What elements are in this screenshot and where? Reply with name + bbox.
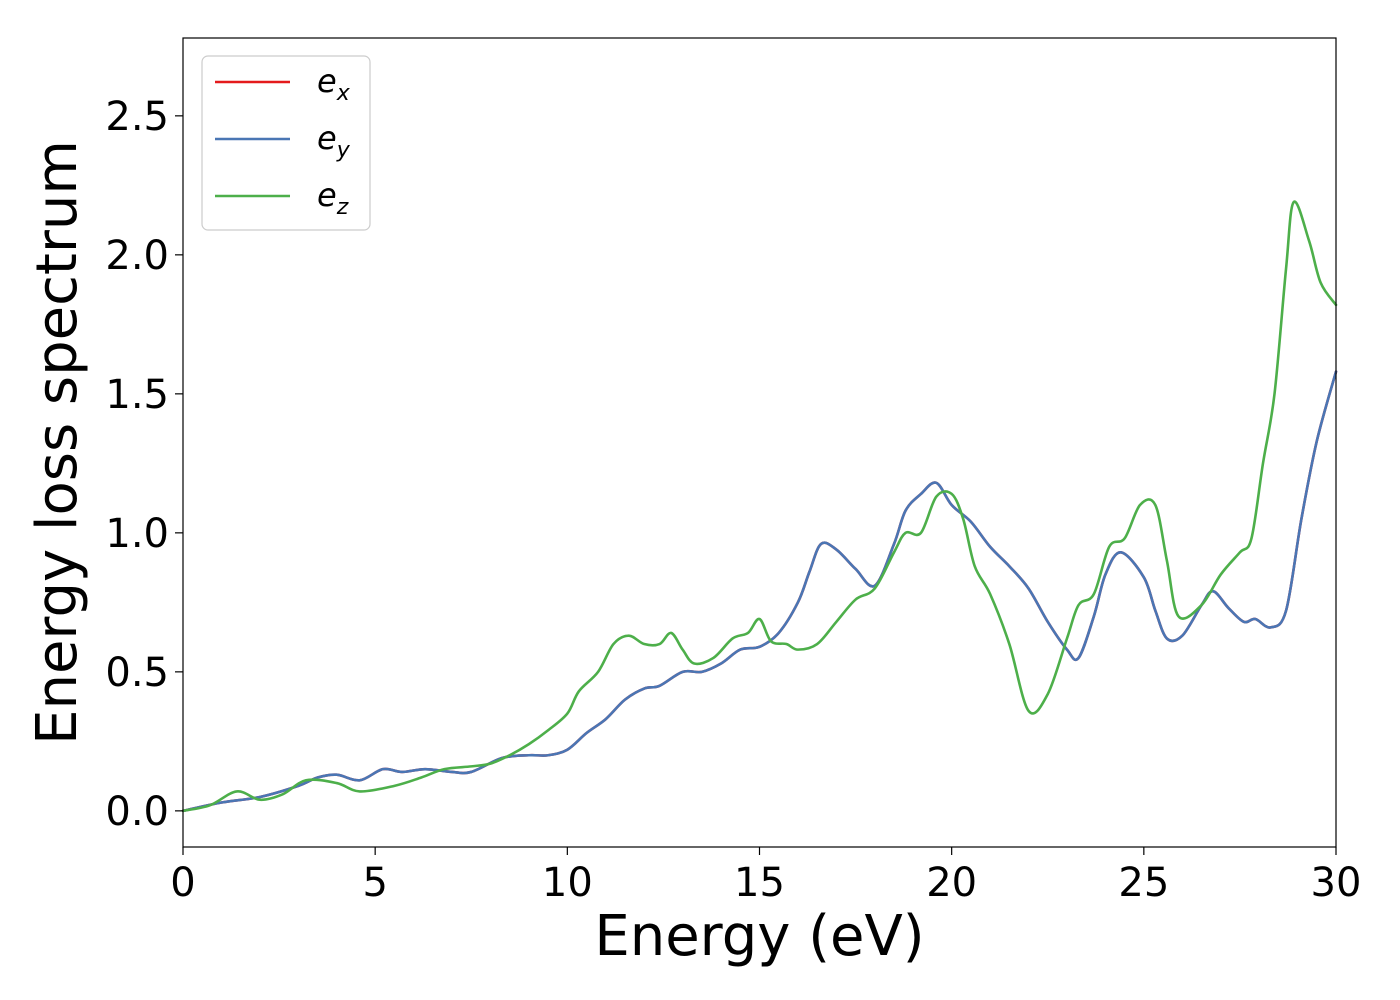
y-tick-label: 0.5	[105, 650, 169, 696]
y-tick-label: 1.5	[105, 372, 169, 418]
x-tick-label: 30	[1311, 860, 1362, 906]
y-axis-ticks: 0.0 0.5 1.0 1.5 2.0 2.5	[105, 94, 183, 835]
legend: ex ey ez	[201, 55, 371, 231]
x-tick-label: 15	[734, 860, 785, 906]
x-axis-title: Energy (eV)	[594, 904, 924, 969]
legend-label-z: ez	[317, 176, 349, 220]
x-tick-label: 10	[542, 860, 593, 906]
y-tick-label: 0.0	[105, 789, 169, 835]
x-tick-label: 20	[926, 860, 977, 906]
series-line-z	[181, 200, 1338, 813]
series-layer	[181, 200, 1338, 813]
x-tick-label: 25	[1118, 860, 1169, 906]
series-line-y	[181, 370, 1338, 813]
y-tick-label: 1.0	[105, 511, 169, 557]
x-axis-ticks: 0 5 10 15 20 25 30	[170, 847, 1361, 906]
y-axis-title: Energy loss spectrum	[25, 140, 90, 745]
y-tick-label: 2.5	[105, 94, 169, 140]
legend-label-x: ex	[317, 62, 351, 106]
y-tick-label: 2.0	[105, 233, 169, 279]
x-tick-label: 5	[362, 860, 387, 906]
x-tick-label: 0	[170, 860, 195, 906]
legend-box	[201, 55, 371, 231]
legend-label-y: ey	[317, 119, 351, 163]
